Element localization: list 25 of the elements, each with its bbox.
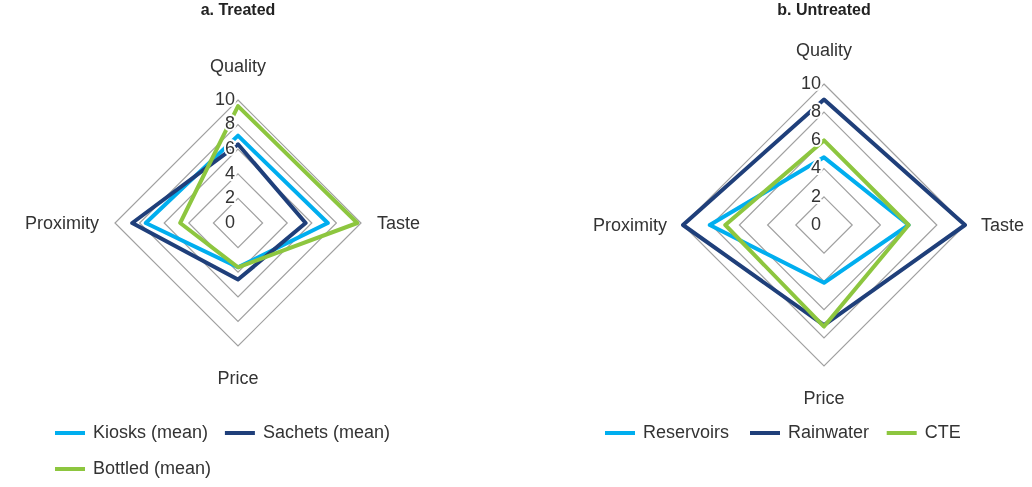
y-tick-label: 10 <box>214 88 235 109</box>
spoke-label: Quality <box>795 40 853 60</box>
legend-label: Bottled (mean) <box>93 457 212 478</box>
chart-title: a. Treated <box>200 1 276 18</box>
legend-label: Kiosks (mean) <box>93 421 209 442</box>
y-tick-label: 4 <box>224 162 235 183</box>
y-tick-label: 10 <box>800 72 821 93</box>
legend-label: Sachets (mean) <box>262 421 390 442</box>
y-tick-label: 2 <box>810 185 821 206</box>
legend-label: CTE <box>924 421 961 442</box>
chart-title: b. Untreated <box>777 1 871 18</box>
spoke-label: Taste <box>377 213 421 233</box>
y-tick-label: 6 <box>810 129 821 150</box>
y-tick-label: 0 <box>224 211 235 232</box>
spoke-label: Proximity <box>592 215 667 235</box>
spoke-label: Taste <box>981 215 1025 235</box>
spoke-label: Price <box>217 368 259 388</box>
legend-label: Rainwater <box>788 421 870 442</box>
spoke-label: Price <box>803 388 845 408</box>
y-tick-label: 2 <box>224 187 235 208</box>
y-tick-label: 6 <box>224 137 235 158</box>
spoke-label: Proximity <box>24 213 99 233</box>
legend-label: Reservoirs <box>643 421 730 442</box>
y-tick-label: 0 <box>810 213 821 234</box>
spoke-label: Quality <box>209 56 267 76</box>
